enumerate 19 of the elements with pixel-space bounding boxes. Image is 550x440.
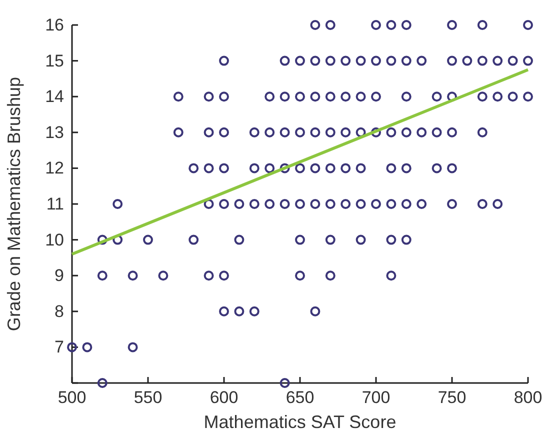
y-tick-label: 16 (45, 15, 64, 34)
y-tick-label: 15 (45, 51, 64, 70)
x-tick-label: 500 (58, 388, 86, 408)
x-axis-title: Mathematics SAT Score (204, 412, 396, 432)
x-tick-label: 750 (438, 388, 466, 408)
x-tick-label: 700 (362, 388, 390, 408)
y-tick-label: 10 (45, 230, 64, 250)
y-tick-label: 8 (54, 302, 64, 321)
x-tick-label: 650 (286, 388, 314, 408)
y-axis-title: Grade on Mathematics Brushup (4, 76, 24, 332)
y-tick-label: 9 (54, 266, 64, 286)
x-tick-label: 600 (210, 388, 238, 408)
x-tick-label: 550 (134, 388, 162, 408)
y-tick-label: 12 (45, 158, 64, 178)
x-tick-label: 800 (514, 388, 542, 408)
y-tick-label: 11 (46, 194, 64, 214)
y-tick-label: 14 (45, 87, 64, 106)
y-tick-label: 7 (54, 338, 64, 357)
y-tick-label: 13 (45, 122, 64, 142)
